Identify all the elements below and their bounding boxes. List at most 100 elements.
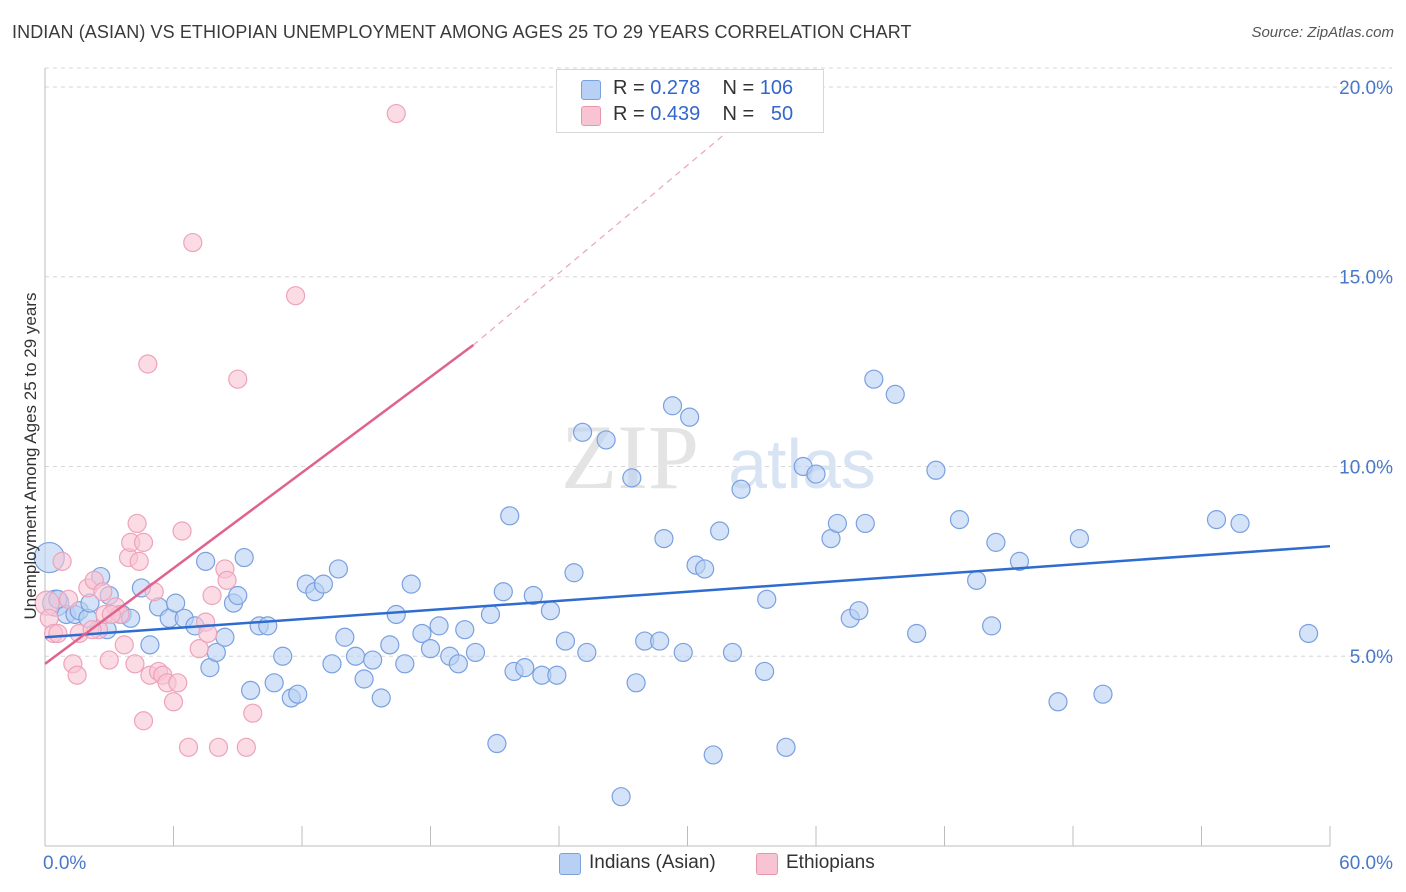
point-indians-63 bbox=[555, 631, 576, 651]
bottom-legend-swatch-indians bbox=[559, 853, 581, 875]
point-indians-76 bbox=[680, 407, 700, 427]
point-indians-81 bbox=[722, 642, 743, 663]
point-indians-62 bbox=[547, 665, 567, 685]
point-ethiopians-23 bbox=[133, 532, 154, 552]
point-indians-99 bbox=[982, 616, 1002, 636]
point-indians-61 bbox=[540, 601, 561, 621]
point-ethiopians-44 bbox=[236, 737, 256, 757]
point-ethiopians-20 bbox=[125, 654, 145, 674]
bottom-legend-label-ethiopians: Ethiopians bbox=[786, 852, 875, 873]
point-indians-42 bbox=[380, 635, 400, 655]
point-indians-47 bbox=[420, 639, 441, 659]
point-indians-91 bbox=[849, 601, 869, 621]
legend-text-ethiopians: R = 0.439 N = 50 bbox=[613, 103, 794, 125]
point-indians-100 bbox=[986, 532, 1006, 552]
point-indians-72 bbox=[650, 631, 670, 651]
point-indians-19 bbox=[196, 551, 216, 571]
point-indians-87 bbox=[806, 464, 826, 484]
point-indians-45 bbox=[401, 574, 421, 594]
legend-text-indians: R = 0.278 N = 106 bbox=[613, 77, 794, 99]
y-axis-label: Unemployment Among Ages 25 to 29 years bbox=[21, 293, 40, 620]
legend-r-ethiopians: 0.439 bbox=[650, 103, 701, 125]
point-indians-97 bbox=[949, 510, 970, 530]
point-indians-36 bbox=[328, 559, 349, 579]
bottom-legend-label-indians: Indians (Asian) bbox=[589, 852, 716, 873]
point-indians-85 bbox=[776, 737, 796, 757]
point-indians-94 bbox=[885, 384, 905, 404]
watermark: ZIP atlas bbox=[561, 406, 876, 508]
point-ethiopians-45 bbox=[243, 703, 263, 723]
point-indians-68 bbox=[611, 787, 631, 807]
point-indians-43 bbox=[386, 604, 406, 625]
point-ethiopians-40 bbox=[208, 737, 229, 757]
point-indians-65 bbox=[572, 422, 593, 442]
series-indians-asian bbox=[33, 369, 1319, 807]
point-indians-92 bbox=[855, 513, 875, 534]
chart-source: Source: ZipAtlas.com bbox=[1251, 24, 1394, 41]
point-ethiopians-32 bbox=[168, 673, 188, 693]
point-indians-44 bbox=[395, 654, 415, 674]
point-indians-107 bbox=[1298, 623, 1319, 644]
point-indians-37 bbox=[335, 627, 355, 647]
point-indians-35 bbox=[322, 654, 342, 674]
watermark-zip: ZIP bbox=[561, 406, 699, 508]
y-tick-label-0: 5.0% bbox=[1350, 647, 1393, 668]
point-ethiopians-14 bbox=[99, 650, 119, 670]
point-ethiopians-12 bbox=[93, 582, 113, 602]
trend-line-indians bbox=[44, 544, 1331, 639]
point-ethiopians-38 bbox=[198, 623, 218, 644]
point-indians-101 bbox=[1009, 551, 1030, 571]
point-ethiopians-33 bbox=[172, 521, 192, 541]
point-ethiopians-31 bbox=[163, 692, 184, 712]
point-indians-67 bbox=[596, 430, 616, 450]
point-indians-73 bbox=[654, 528, 674, 549]
point-ethiopians-24 bbox=[133, 711, 154, 731]
point-indians-29 bbox=[273, 646, 293, 666]
point-indians-93 bbox=[864, 369, 884, 389]
legend-swatch-indians bbox=[581, 80, 601, 100]
point-indians-69 bbox=[622, 468, 642, 488]
legend-n-indians: 106 bbox=[759, 77, 794, 99]
point-indians-50 bbox=[448, 654, 468, 674]
point-ethiopians-27 bbox=[144, 582, 164, 602]
point-indians-95 bbox=[907, 623, 927, 644]
bottom-legend-swatch-ethiopians bbox=[756, 853, 778, 875]
point-indians-28 bbox=[264, 673, 284, 693]
point-ethiopians-43 bbox=[228, 369, 248, 389]
point-indians-80 bbox=[710, 521, 730, 541]
chart-title: INDIAN (ASIAN) VS ETHIOPIAN UNEMPLOYMENT… bbox=[12, 22, 912, 42]
point-ethiopians-39 bbox=[202, 585, 222, 606]
point-ethiopians-17 bbox=[114, 635, 134, 655]
point-indians-52 bbox=[465, 642, 486, 663]
point-indians-31 bbox=[288, 684, 308, 704]
point-indians-22 bbox=[215, 627, 235, 647]
point-indians-59 bbox=[523, 585, 543, 606]
trend-line-ethiopians-extension bbox=[472, 105, 759, 346]
point-indians-58 bbox=[515, 658, 535, 678]
point-indians-56 bbox=[500, 506, 520, 526]
point-indians-41 bbox=[371, 688, 391, 708]
trend-line-ethiopians bbox=[44, 344, 475, 665]
y-tick-label-1: 10.0% bbox=[1339, 457, 1393, 478]
point-indians-39 bbox=[354, 669, 374, 689]
point-indians-75 bbox=[673, 642, 693, 663]
point-indians-98 bbox=[967, 570, 987, 590]
point-indians-48 bbox=[429, 616, 449, 636]
point-ethiopians-46 bbox=[285, 286, 306, 306]
point-indians-27 bbox=[258, 616, 278, 636]
point-ethiopians-42 bbox=[217, 570, 237, 590]
point-indians-24 bbox=[234, 547, 254, 568]
point-indians-53 bbox=[480, 604, 501, 625]
point-indians-109 bbox=[228, 585, 248, 606]
point-ethiopians-36 bbox=[189, 639, 209, 659]
point-ethiopians-22 bbox=[129, 551, 149, 571]
point-indians-78 bbox=[695, 559, 715, 579]
point-ethiopians-5 bbox=[58, 589, 79, 609]
point-indians-25 bbox=[241, 680, 261, 701]
point-indians-104 bbox=[1093, 684, 1113, 704]
tick-labels: 5.0% 10.0% 15.0% 20.0% 0.0% 60.0% bbox=[43, 78, 1393, 874]
point-ethiopians-7 bbox=[67, 665, 87, 685]
y-tick-label-3: 20.0% bbox=[1339, 78, 1393, 99]
point-indians-96 bbox=[926, 460, 946, 480]
